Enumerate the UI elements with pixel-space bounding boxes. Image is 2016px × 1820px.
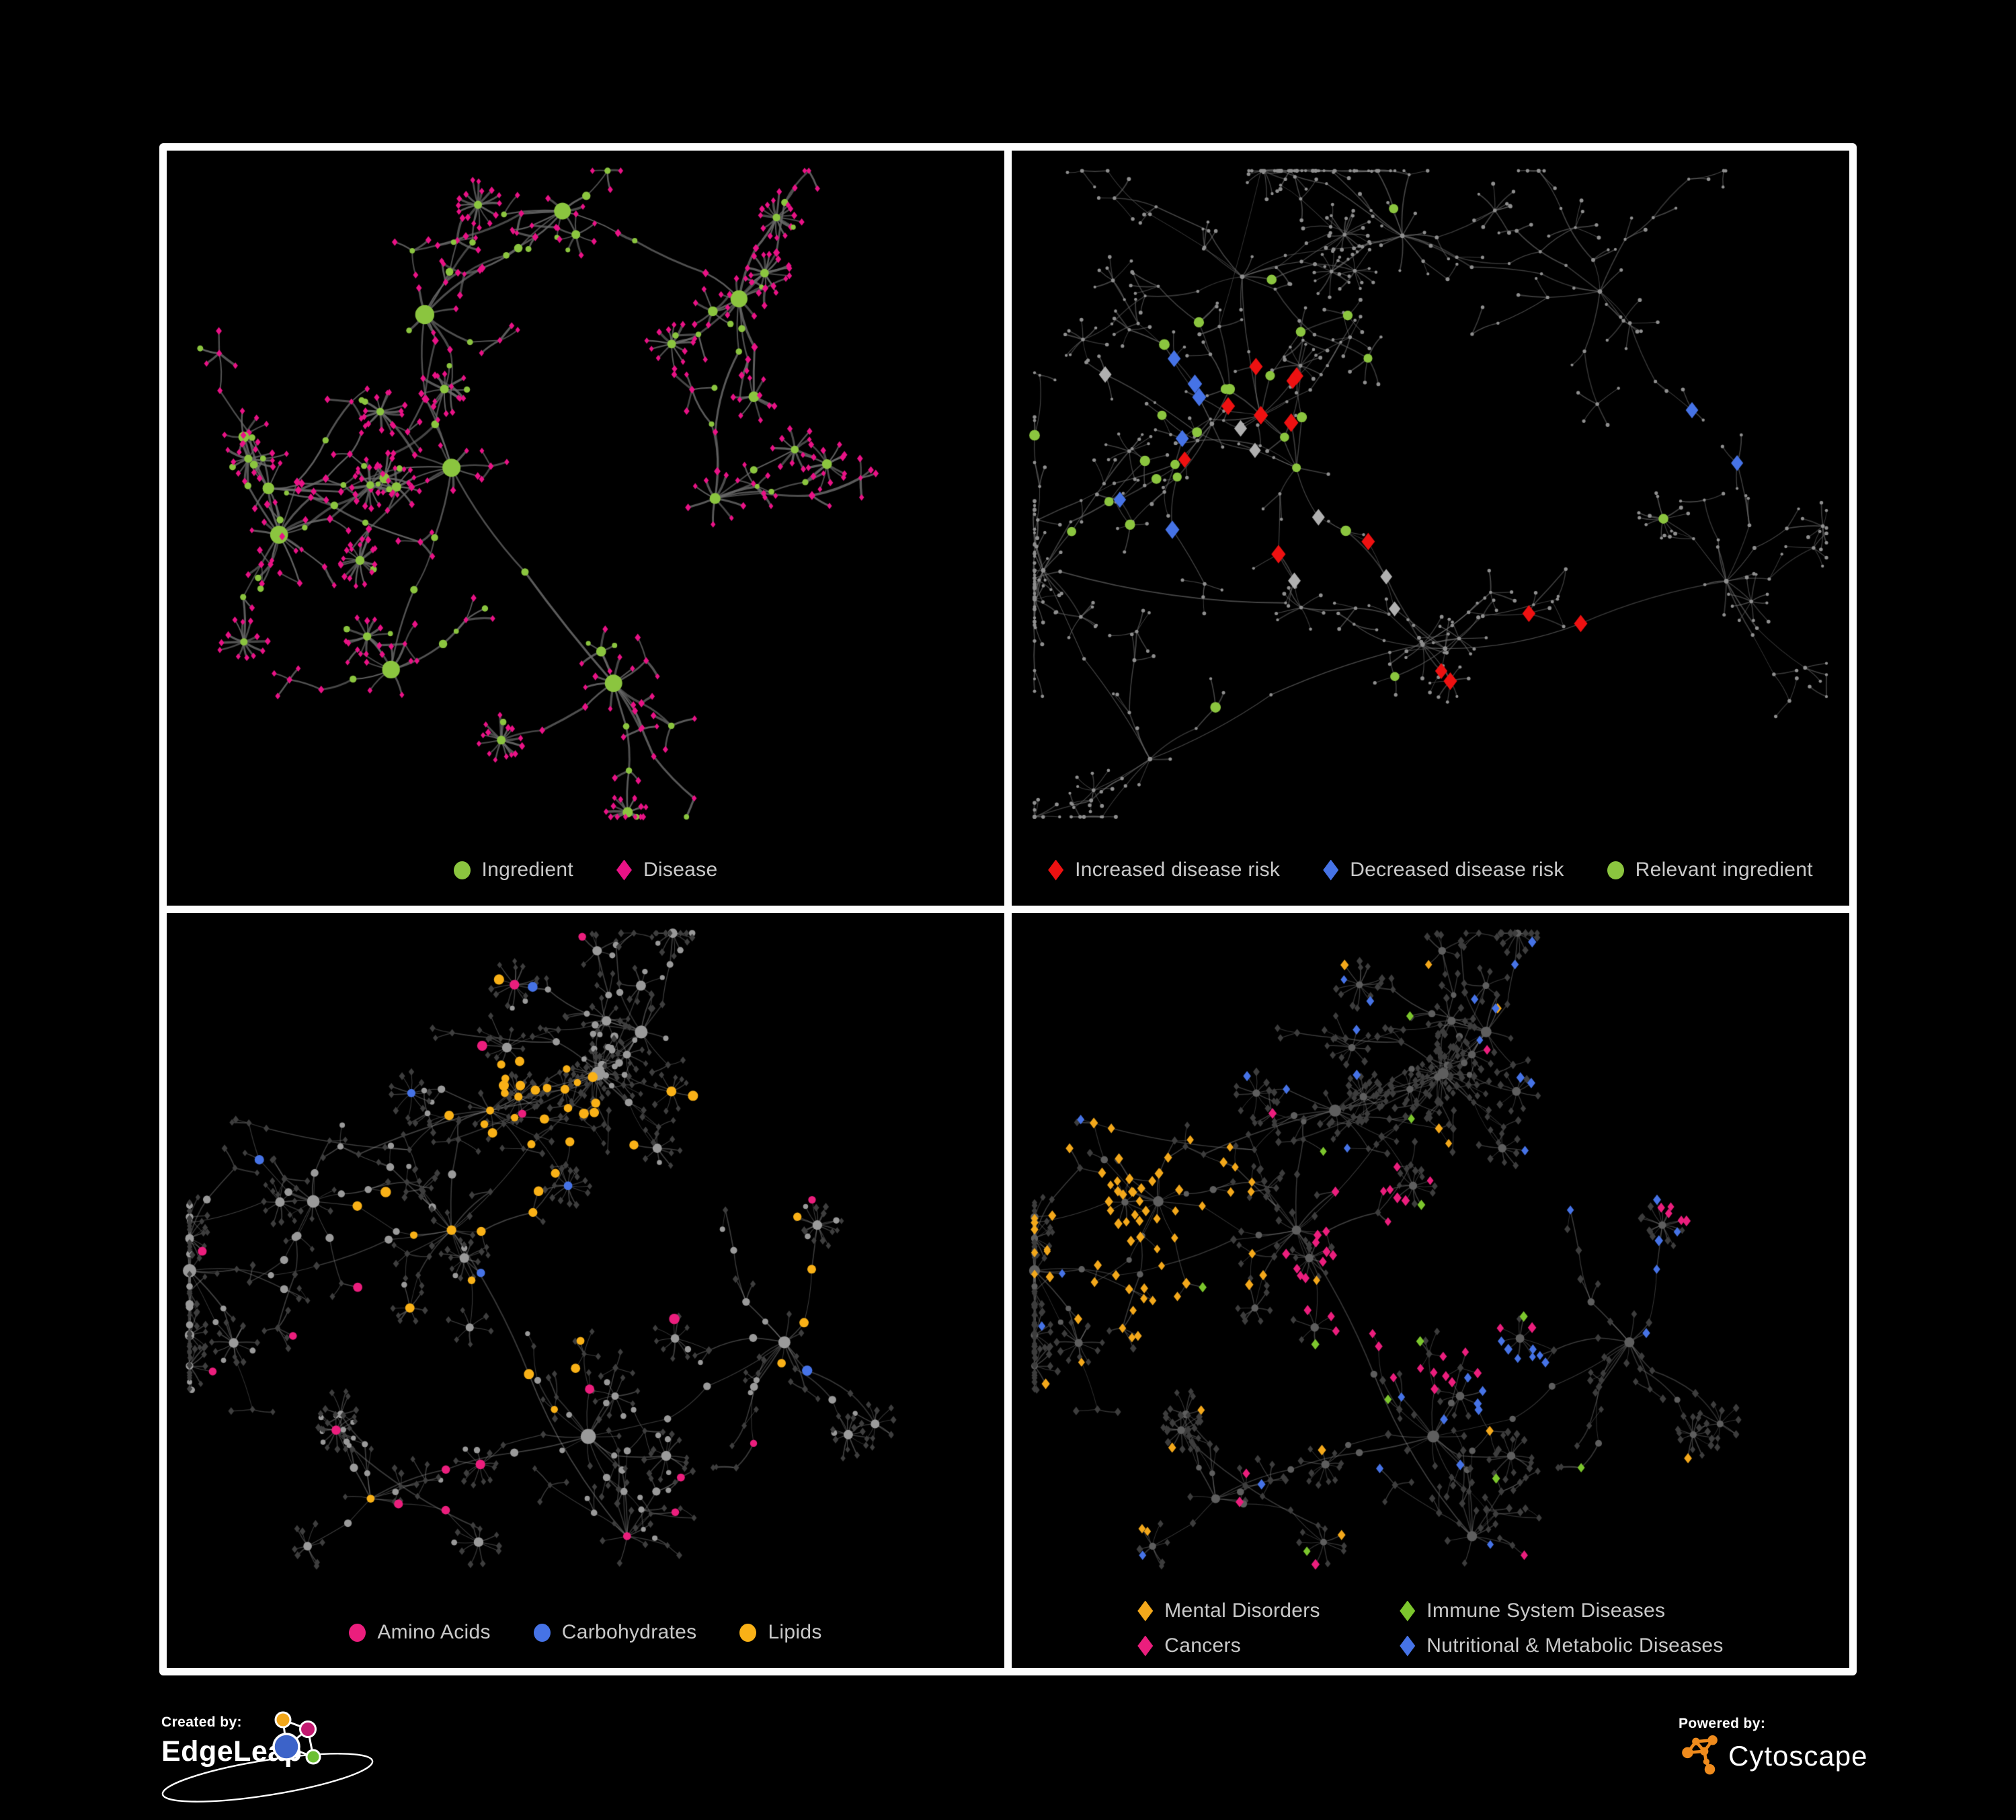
cytoscape-network-icon	[1682, 1735, 1718, 1775]
edgeleap-network-icon	[272, 1711, 321, 1765]
legend-label: Lipids	[768, 1621, 822, 1643]
legend-item-carbohydrates: Carbohydrates	[533, 1621, 697, 1644]
created-by-caption: Created by:	[161, 1714, 242, 1730]
disease-risk-network-canvas	[1012, 151, 1849, 906]
decreased-disease-risk-diamond-icon	[1323, 859, 1339, 881]
legend-label: Carbohydrates	[561, 1621, 697, 1643]
nutrient-class-legend: Amino Acids Carbohydrates Lipids	[167, 1621, 1004, 1644]
legend-item-relevant-ingredient: Relevant ingredient	[1607, 859, 1813, 881]
nutrient-class-network-canvas	[167, 913, 1004, 1668]
disease-risk-legend: Increased disease risk Decreased disease …	[1012, 859, 1849, 881]
panel-nutrient-class-network: Amino Acids Carbohydrates Lipids	[167, 913, 1004, 1668]
immune-system-diseases-diamond-icon	[1400, 1600, 1416, 1622]
legend-label: Cancers	[1164, 1634, 1242, 1657]
cancers-diamond-icon	[1137, 1635, 1154, 1657]
panel-disease-class-network: Mental Disorders Immune System Diseases Ca…	[1012, 913, 1849, 1668]
legend-item-lipids: Lipids	[739, 1621, 821, 1644]
legend-item-mental-disorders: Mental Disorders	[1137, 1599, 1320, 1622]
panel-ingredient-disease-network: Ingredient Disease	[167, 151, 1004, 906]
ingredient-disease-legend: Ingredient Disease	[167, 859, 1004, 881]
nutritional-metabolic-diseases-diamond-icon	[1400, 1635, 1416, 1657]
disease-class-network-canvas	[1012, 913, 1849, 1668]
legend-label: Relevant ingredient	[1635, 859, 1813, 881]
legend-label: Amino Acids	[377, 1621, 491, 1643]
legend-label: Disease	[643, 859, 718, 881]
relevant-ingredient-circle-icon	[1607, 861, 1624, 879]
ingredient-circle-icon	[453, 861, 471, 879]
legend-label: Decreased disease risk	[1350, 859, 1564, 881]
lipids-circle-icon	[739, 1623, 757, 1642]
amino-acids-circle-icon	[349, 1623, 366, 1642]
legend-label: Immune System Diseases	[1426, 1599, 1666, 1622]
cytoscape-brand-text: Cytoscape	[1728, 1740, 1868, 1772]
legend-item-ingredient: Ingredient	[453, 859, 573, 881]
legend-item-amino-acids: Amino Acids	[349, 1621, 490, 1644]
panel-disease-risk-network: Increased disease risk Decreased disease …	[1012, 151, 1849, 906]
legend-label: Ingredient	[481, 859, 573, 881]
legend-item-nutritional-metabolic-diseases: Nutritional & Metabolic Diseases	[1400, 1634, 1723, 1657]
legend-label: Nutritional & Metabolic Diseases	[1426, 1634, 1724, 1657]
created-by-block: Created by: EdgeLeap	[161, 1711, 390, 1815]
powered-by-caption: Powered by:	[1679, 1716, 1766, 1731]
edgeleap-swoosh-icon	[161, 1753, 374, 1803]
powered-by-block: Powered by: Cytoscape	[1679, 1716, 1867, 1777]
legend-label: Mental Disorders	[1164, 1599, 1320, 1622]
legend-item-disease: Disease	[616, 859, 717, 881]
legend-item-decreased-disease-risk: Decreased disease risk	[1323, 859, 1564, 881]
ingredient-disease-network-canvas	[167, 151, 1004, 906]
disease-class-legend: Mental Disorders Immune System Diseases Ca…	[1012, 1599, 1849, 1657]
increased-disease-risk-diamond-icon	[1048, 859, 1064, 881]
carbohydrates-circle-icon	[533, 1623, 551, 1642]
legend-item-increased-disease-risk: Increased disease risk	[1048, 859, 1280, 881]
disease-diamond-icon	[616, 859, 632, 881]
legend-item-cancers: Cancers	[1137, 1634, 1241, 1657]
mental-disorders-diamond-icon	[1137, 1600, 1154, 1622]
legend-item-immune-system-diseases: Immune System Diseases	[1400, 1599, 1665, 1622]
legend-label: Increased disease risk	[1075, 859, 1281, 881]
